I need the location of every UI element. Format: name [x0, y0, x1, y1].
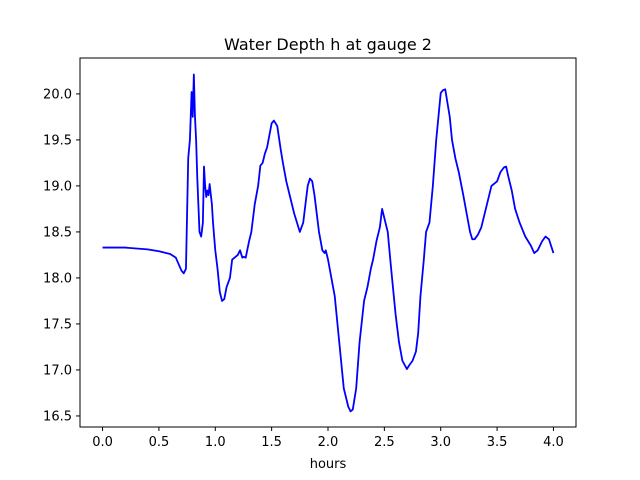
- x-tick-label: 0.0: [92, 435, 113, 450]
- x-tick-label: 2.5: [374, 435, 395, 450]
- chart-title: Water Depth h at gauge 2: [224, 35, 432, 54]
- x-tick-label: 3.5: [487, 435, 508, 450]
- x-tick-label: 2.0: [318, 435, 339, 450]
- y-tick-label: 18.0: [43, 271, 72, 286]
- x-tick-label: 4.0: [543, 435, 564, 450]
- plot-lines: [102, 73, 555, 413]
- y-tick-label: 19.0: [43, 179, 72, 194]
- series-line: [102, 73, 555, 413]
- y-tick-label: 17.5: [43, 317, 72, 332]
- y-axis-ticks: 16.5 17.0 17.5 18.0 18.5 19.0 19.5 20.0: [43, 87, 80, 424]
- y-tick-label: 16.5: [43, 409, 72, 424]
- y-tick-label: 18.5: [43, 225, 72, 240]
- y-tick-label: 20.0: [43, 87, 72, 102]
- x-tick-label: 1.5: [261, 435, 282, 450]
- x-axis-ticks: 0.0 0.5 1.0 1.5 2.0 2.5 3.0 3.5 4.0: [92, 427, 564, 450]
- y-tick-label: 17.0: [43, 363, 72, 378]
- y-tick-label: 19.5: [43, 133, 72, 148]
- axes-frame: [79, 57, 577, 428]
- x-tick-label: 3.0: [430, 435, 451, 450]
- x-axis-label: hours: [310, 457, 347, 472]
- x-tick-label: 1.0: [205, 435, 226, 450]
- x-tick-label: 0.5: [149, 435, 170, 450]
